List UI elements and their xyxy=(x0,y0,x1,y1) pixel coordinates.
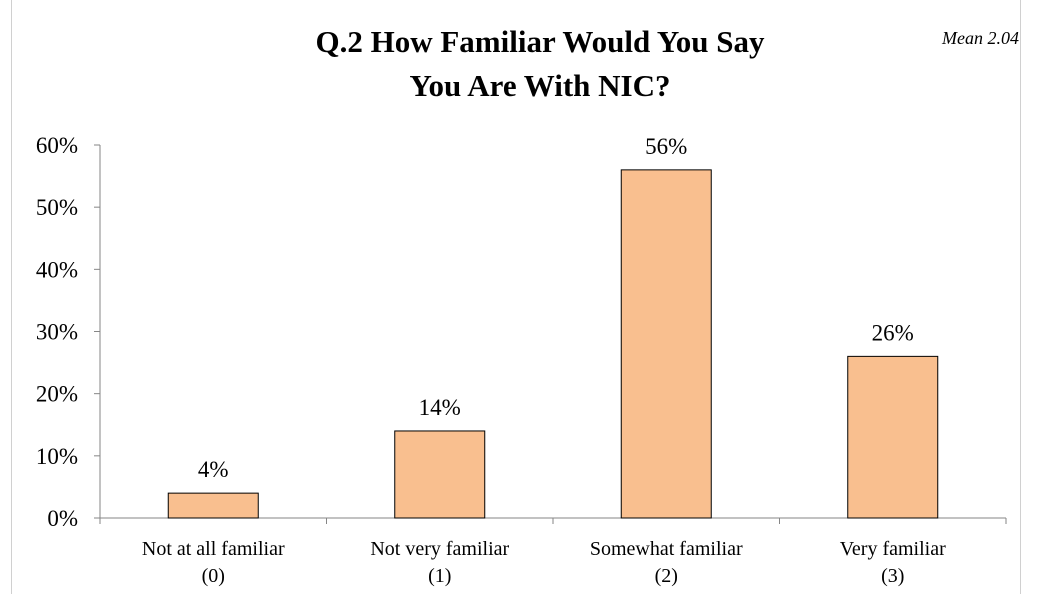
x-tick-label: (0) xyxy=(202,565,225,587)
y-tick-label: 60% xyxy=(36,133,78,158)
y-tick-label: 10% xyxy=(36,444,78,469)
chart-frame xyxy=(11,0,1021,594)
y-tick-label: 30% xyxy=(36,320,78,345)
data-label: 4% xyxy=(198,457,229,482)
y-tick-label: 40% xyxy=(36,257,78,282)
data-label: 14% xyxy=(419,395,461,420)
chart-title: Q.2 How Familiar Would You Say You Are W… xyxy=(160,20,920,108)
chart-title-line-2: You Are With NIC? xyxy=(409,68,671,103)
x-tick-label: Not at all familiar xyxy=(142,538,285,560)
x-tick-label: Somewhat familiar xyxy=(590,538,743,560)
data-label: 56% xyxy=(645,134,687,159)
y-tick-label: 0% xyxy=(47,506,78,531)
bar xyxy=(167,492,259,519)
chart-title-line-1: Q.2 How Familiar Would You Say xyxy=(315,24,765,59)
bar xyxy=(620,169,712,519)
x-tick-label: (2) xyxy=(655,565,678,587)
x-tick-label: Not very familiar xyxy=(370,538,509,560)
x-tick-label: (1) xyxy=(428,565,451,587)
bar xyxy=(847,355,939,519)
x-tick-label: (3) xyxy=(881,565,904,587)
bar xyxy=(394,430,486,519)
y-tick-label: 50% xyxy=(36,195,78,220)
data-label: 26% xyxy=(872,320,914,345)
y-tick-label: 20% xyxy=(36,382,78,407)
mean-annotation: Mean 2.04 xyxy=(942,28,1019,48)
x-tick-label: Very familiar xyxy=(840,538,946,560)
